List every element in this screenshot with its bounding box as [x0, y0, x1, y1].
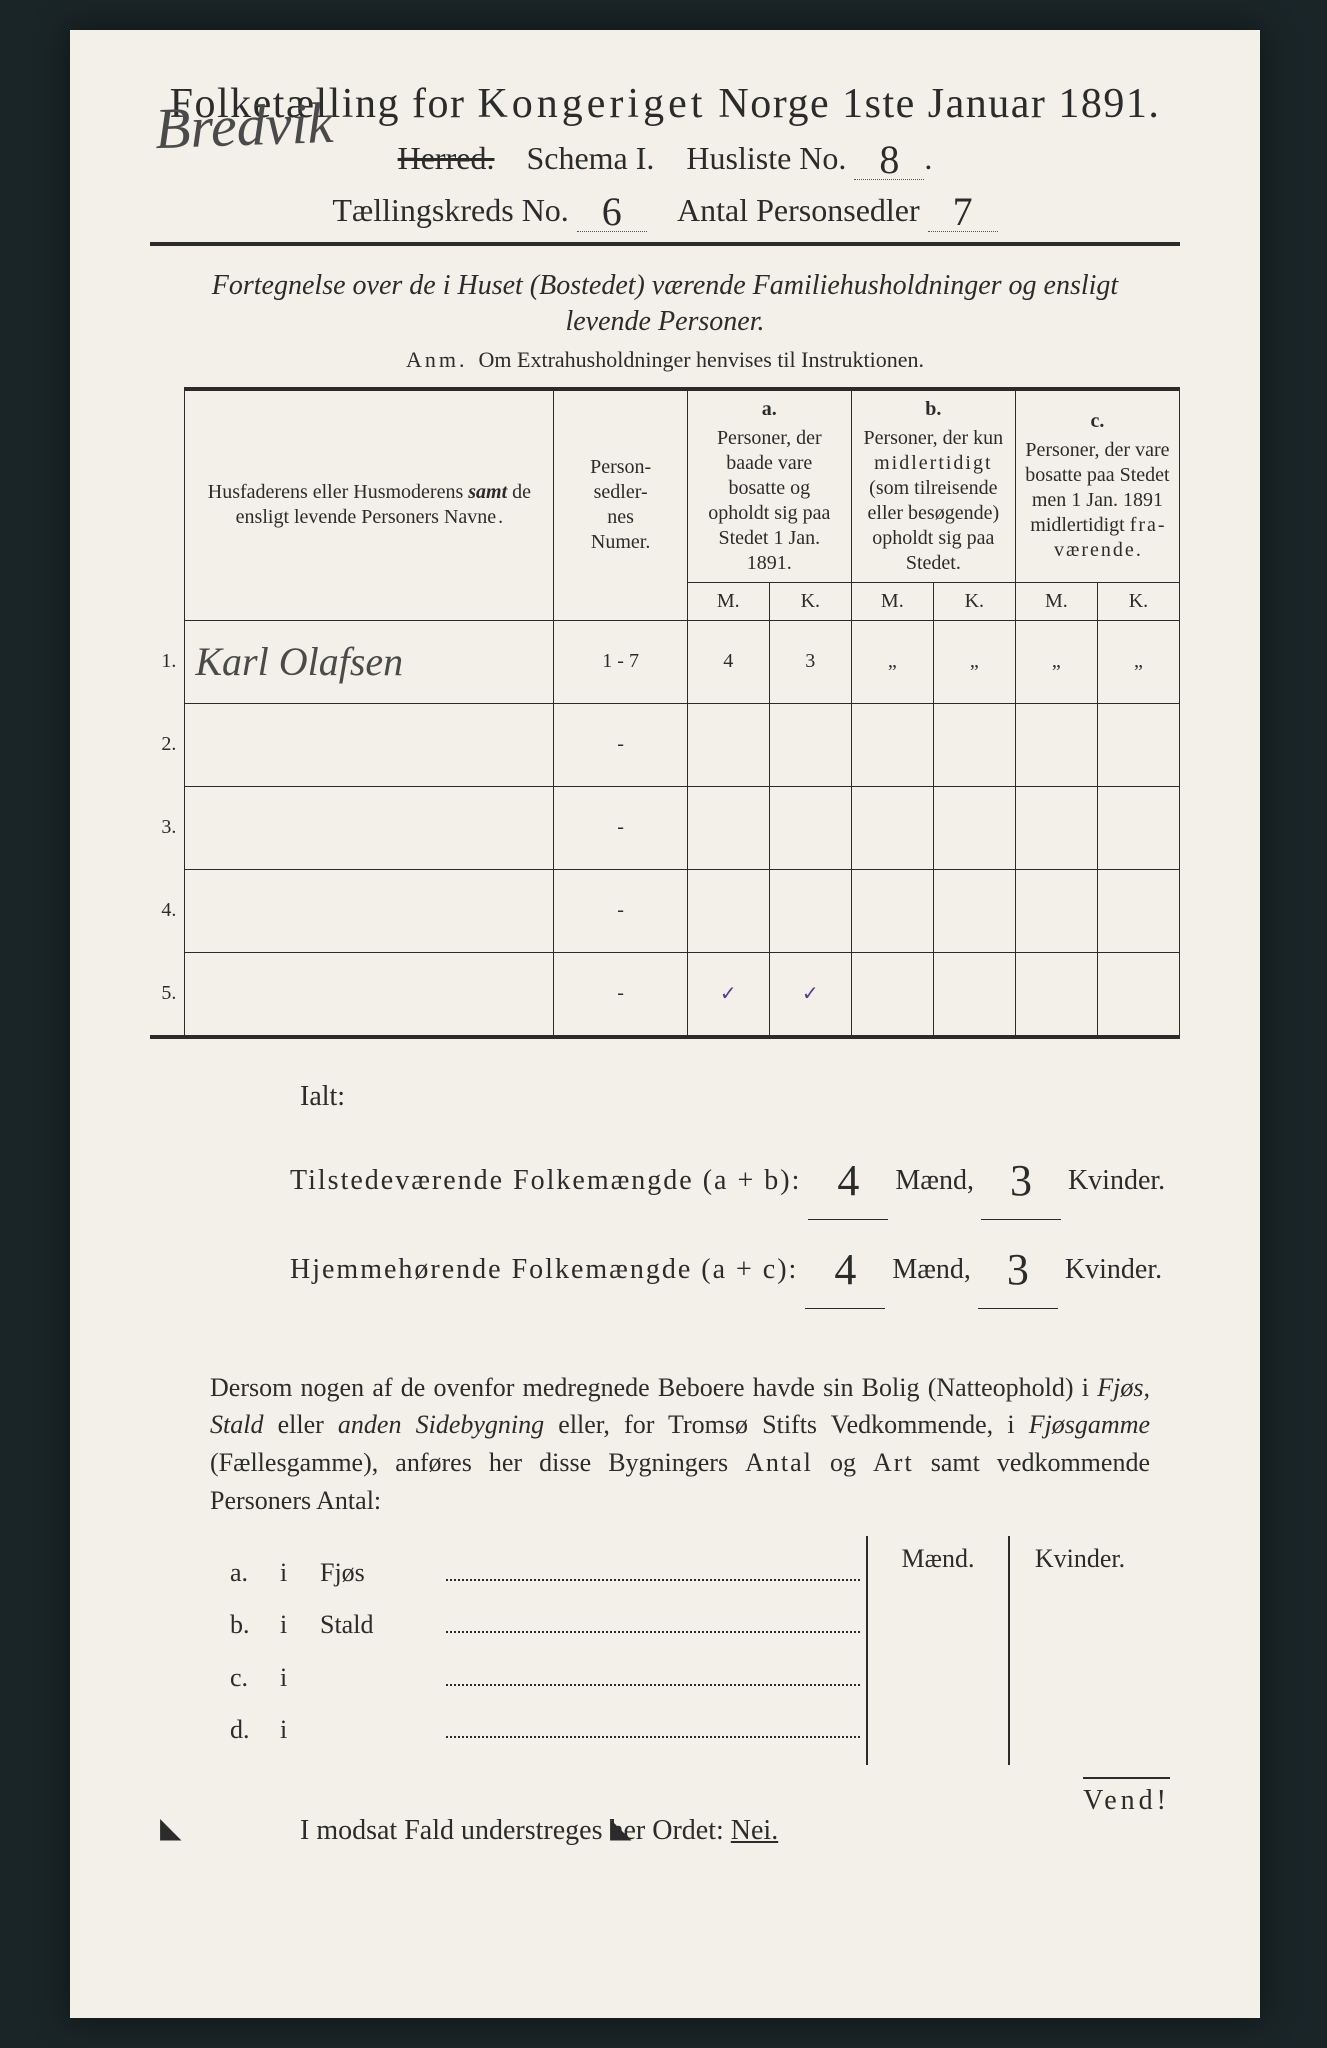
anm-line: Anm. Om Extrahusholdninger henvises til … [150, 347, 1180, 373]
totals-line-2: Hjemmehørende Folkemængde (a + c): 4 Mæn… [290, 1220, 1180, 1309]
ialt-label: Ialt: [300, 1069, 1180, 1125]
table-row: 3. - [150, 786, 1180, 869]
bld-row-a: a. i Fjøs [230, 1556, 866, 1588]
herred-label: Herred. [398, 140, 495, 176]
sub-line-2: Tællingskreds No. 6 Antal Personsedler 7 [150, 184, 1180, 232]
vend-label: Vend! [1083, 1777, 1170, 1817]
num-cell: 1 - 7 [554, 620, 687, 703]
totals-block: Ialt: Tilstedeværende Folkemængde (a + b… [290, 1069, 1180, 1309]
page-root: Folketælling for Kongeriget Norge 1ste J… [0, 0, 1327, 2048]
building-list: a. i Fjøs b. i Stald c. i [230, 1536, 866, 1766]
dersom-paragraph: Dersom nogen af de ovenfor medregnede Be… [210, 1369, 1150, 1520]
l2-m: 4 [834, 1245, 856, 1294]
name-cell: Karl Olafsen [185, 620, 554, 703]
bld-col-maend: Mænd. [866, 1536, 1008, 1766]
building-list-block: a. i Fjøs b. i Stald c. i [230, 1536, 1150, 1766]
col-c-m: M. [1015, 582, 1097, 620]
col-b-m: M. [851, 582, 933, 620]
col-a-head: a. Personer, der baade vare bosatte og o… [687, 389, 851, 583]
l1-k: 3 [1010, 1156, 1032, 1205]
document-content: Folketælling for Kongeriget Norge 1ste J… [70, 30, 1260, 1887]
title-mid: Kongeriget [477, 81, 706, 127]
totals-line-1: Tilstedeværende Folkemængde (a + b): 4 M… [290, 1131, 1180, 1220]
antal-label: Antal Personsedler [677, 192, 920, 228]
bld-row-b: b. i Stald [230, 1608, 866, 1640]
household-table: Husfaderens eller Husmode­rens samt de e… [150, 387, 1180, 1039]
col-a-k: K. [769, 582, 851, 620]
paper-sheet: Folketælling for Kongeriget Norge 1ste J… [70, 30, 1260, 2018]
divider-top [150, 242, 1180, 246]
table-row: 1. Karl Olafsen 1 - 7 4 3 „ „ „ „ [150, 620, 1180, 703]
bld-row-d: d. i [230, 1713, 866, 1745]
table-row: 2. - [150, 703, 1180, 786]
nei-word: Nei. [731, 1815, 778, 1846]
modsat-line: I modsat Fald understreges her Ordet: Ne… [300, 1815, 1180, 1847]
col-c-head: c. Personer, der vare bosatte paa Stedet… [1015, 389, 1179, 583]
col-c-k: K. [1097, 582, 1179, 620]
subtitle-line: Fortegnelse over de i Huset (Bostedet) v… [210, 268, 1120, 341]
herred-handwritten: Bredvik [154, 89, 334, 162]
kreds-label: Tællingskreds No. [332, 192, 568, 228]
col-b-head: b. Personer, der kun midler­tidigt (som … [851, 389, 1015, 583]
l2-k: 3 [1007, 1245, 1029, 1294]
col-a-m: M. [687, 582, 769, 620]
pin-icon: ◣ [160, 1811, 176, 1827]
building-mk-columns: Mænd. Kvinder. [866, 1536, 1150, 1766]
bld-row-c: c. i [230, 1660, 866, 1692]
kreds-no: 6 [602, 189, 622, 234]
schema-label: Schema I. [526, 140, 654, 176]
pin-icon: ◣ [610, 1811, 626, 1827]
husliste-no: 8 [879, 137, 899, 182]
husliste-label: Husliste No. [686, 140, 846, 176]
title-post: Norge 1ste Januar 1891. [706, 81, 1160, 127]
col-b-k: K. [933, 582, 1015, 620]
bld-col-kvinder: Kvinder. [1008, 1536, 1150, 1766]
table-row: 5. - ✓ ✓ [150, 952, 1180, 1037]
col-name-head: Husfaderens eller Husmode­rens samt de e… [185, 389, 554, 621]
l1-m: 4 [837, 1156, 859, 1205]
col-num-head: Person-sedler-nesNumer. [554, 389, 687, 621]
antal-no: 7 [953, 189, 973, 234]
table-row: 4. - [150, 869, 1180, 952]
